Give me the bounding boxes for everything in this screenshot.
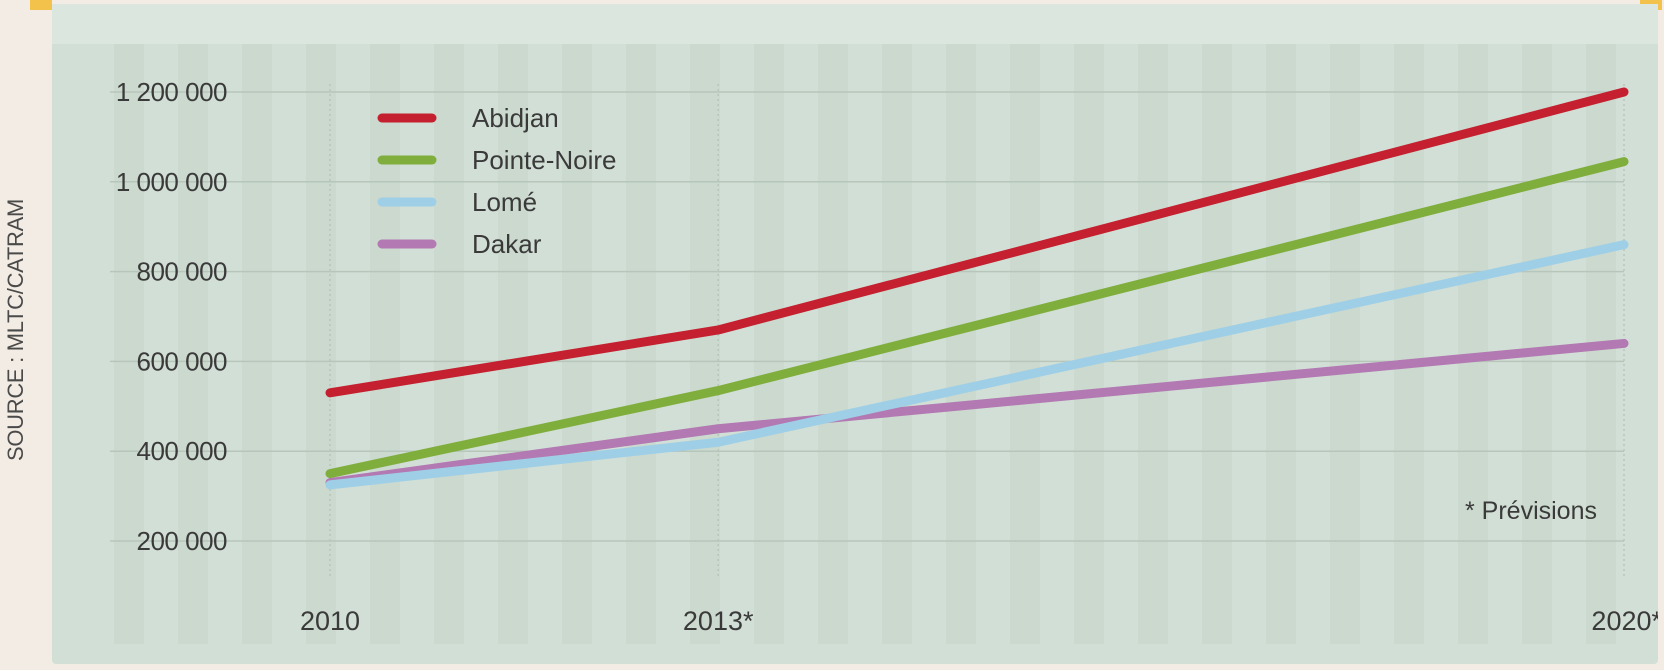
x-tick-label: 2013* (683, 606, 754, 636)
x-tick-label: 2020* (1591, 606, 1658, 636)
background-stripe (690, 44, 720, 644)
background-stripe (1522, 44, 1552, 644)
background-stripe (1394, 44, 1424, 644)
background-stripe (306, 44, 336, 644)
y-tick-label: 200 000 (137, 526, 228, 556)
background-stripe (946, 44, 976, 644)
source-label: SOURCE : MLTC/CATRAM (3, 198, 28, 462)
background-stripe (1330, 44, 1360, 644)
series-line-abidjan (325, 87, 1629, 398)
y-tick-label: 400 000 (137, 436, 228, 466)
y-tick-label: 1 000 000 (116, 167, 227, 197)
legend-label: Dakar (472, 229, 542, 259)
footnote-forecast: * Prévisions (1465, 497, 1597, 525)
background-stripe (1202, 44, 1232, 644)
series-line-pointe-noire (325, 157, 1629, 479)
background-stripe (1266, 44, 1296, 644)
background-stripe (178, 44, 208, 644)
background-stripe (1458, 44, 1488, 644)
series-line-lom- (325, 240, 1629, 490)
series-line-dakar (325, 338, 1629, 488)
y-tick-label: 600 000 (137, 346, 228, 376)
background-stripe (1010, 44, 1040, 644)
background-stripe (370, 44, 400, 644)
y-tick-label: 800 000 (137, 257, 228, 287)
background-stripe (562, 44, 592, 644)
line-chart: 1 200 000 1 000 000 800 000 600 000 400 000 2… (52, 4, 1658, 644)
x-tick-label: 2010 (300, 606, 360, 636)
chart-panel: 1 200 000 1 000 000 800 000 600 000 400 000 2… (52, 4, 1658, 664)
legend-label: Lomé (472, 187, 537, 217)
chart-header-band (52, 4, 1658, 44)
y-tick-label: 1 200 000 (116, 77, 227, 107)
background-stripe (242, 44, 272, 644)
background-stripe (754, 44, 784, 644)
corner-accent-left (30, 0, 52, 10)
background-stripe (818, 44, 848, 644)
background-stripe (434, 44, 464, 644)
legend-label: Abidjan (472, 103, 559, 133)
legend-label: Pointe-Noire (472, 145, 617, 175)
background-stripe (498, 44, 528, 644)
background-stripe (114, 44, 144, 644)
background-stripe (1074, 44, 1104, 644)
